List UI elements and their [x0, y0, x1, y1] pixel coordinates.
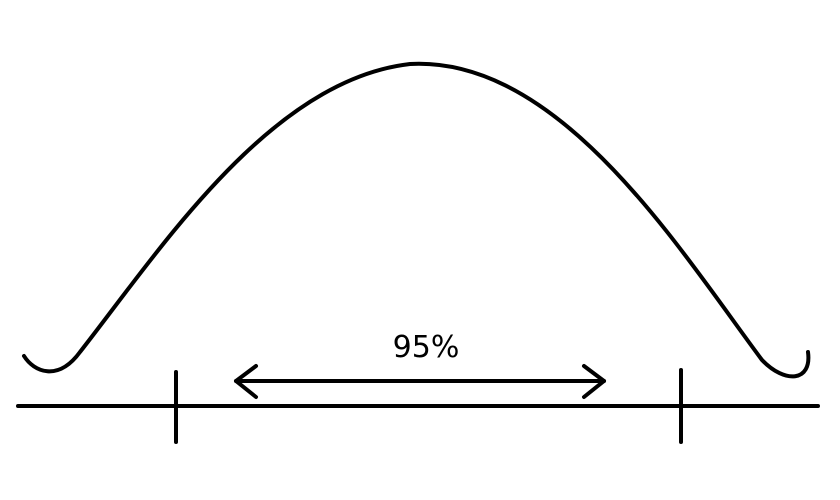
arrow-left-head: [234, 364, 258, 399]
double-headed-arrow: [234, 364, 606, 399]
bell-curve: [22, 61, 811, 379]
arrow-right-head: [582, 364, 606, 399]
interval-percentage-label: 95%: [393, 330, 460, 365]
